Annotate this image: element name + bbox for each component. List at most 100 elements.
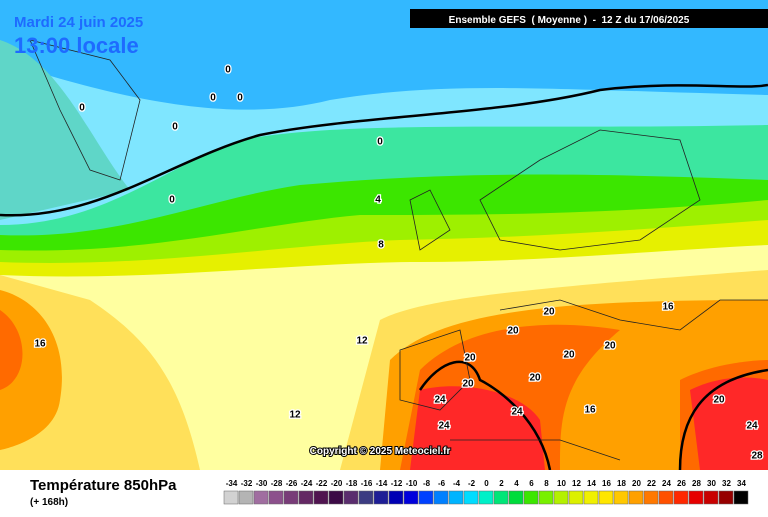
legend-label: -2 — [468, 479, 476, 488]
legend-swatch — [418, 490, 434, 505]
contour-label: 24 — [511, 407, 523, 418]
contour-label: 0 — [210, 93, 216, 104]
legend-label: -24 — [301, 479, 313, 488]
legend-swatch — [433, 490, 449, 505]
legend-label: 2 — [499, 479, 504, 488]
legend-swatch — [538, 490, 554, 505]
legend-label: 30 — [707, 479, 716, 488]
isotherm — [0, 83, 768, 217]
legend-swatch — [463, 490, 479, 505]
legend-swatch — [328, 490, 344, 505]
contour-label: 0 — [225, 65, 231, 76]
legend-label: -28 — [271, 479, 283, 488]
legend-swatch — [403, 490, 419, 505]
legend-swatch — [313, 490, 329, 505]
legend-label: -32 — [241, 479, 253, 488]
legend-swatch — [718, 490, 734, 505]
legend-swatch — [493, 490, 509, 505]
contour-label: 28 — [751, 451, 763, 462]
legend-label: 10 — [557, 479, 566, 488]
legend-swatch — [343, 490, 359, 505]
legend-label: -12 — [391, 479, 403, 488]
map — [0, 0, 768, 471]
lead-time: (+ 168h) — [30, 497, 68, 508]
legend-swatch — [268, 490, 284, 505]
legend-swatch — [613, 490, 629, 505]
contour-label: 24 — [438, 421, 450, 432]
contour-label: 20 — [713, 395, 725, 406]
band — [0, 310, 768, 470]
legend-swatch — [673, 490, 689, 505]
legend-swatch — [358, 490, 374, 505]
legend-swatch — [448, 490, 464, 505]
contour-label: 4 — [375, 195, 381, 206]
legend-swatch — [643, 490, 659, 505]
contour-label: 20 — [464, 353, 476, 364]
legend-label: -8 — [423, 479, 431, 488]
contour-label: 16 — [662, 302, 674, 313]
legend-swatch — [223, 490, 239, 505]
legend-label: 24 — [662, 479, 671, 488]
coastline — [29, 39, 768, 461]
model-info: Ensemble GEFS ( Moyenne ) - 12 Z du 17/0… — [449, 15, 690, 26]
legend: -34 -32 -30 -28 -26 -24 -22 -20 -18 -16 -14 -12 -10-… — [223, 479, 749, 505]
legend-label: 6 — [529, 479, 534, 488]
contour-label: 24 — [746, 421, 758, 432]
contour-label: 20 — [529, 373, 541, 384]
contour-label: 20 — [563, 350, 575, 361]
contour-label: 8 — [378, 240, 384, 251]
legend-label: 32 — [722, 479, 731, 488]
contour-label: 20 — [543, 307, 555, 318]
legend-swatch — [733, 490, 749, 505]
legend-swatch — [373, 490, 389, 505]
model-box — [410, 9, 768, 28]
isotherm — [418, 360, 768, 471]
legend-swatch — [583, 490, 599, 505]
legend-label: -22 — [316, 479, 328, 488]
contour-label: 16 — [584, 405, 596, 416]
legend-label: 18 — [617, 479, 626, 488]
contour-label: 16 — [34, 339, 46, 350]
contour-label: 0 — [169, 195, 175, 206]
contour-label: 0 — [237, 93, 243, 104]
legend-label: -18 — [346, 479, 358, 488]
legend-label: 26 — [677, 479, 686, 488]
legend-swatch — [508, 490, 524, 505]
legend-swatch — [523, 490, 539, 505]
time: 13:00 locale — [14, 33, 139, 58]
legend-swatch — [628, 490, 644, 505]
contour-label: 12 — [356, 336, 368, 347]
legend-label: -16 — [361, 479, 373, 488]
legend-label: 34 — [737, 479, 746, 488]
legend-label: -14 — [376, 479, 388, 488]
legend-label: 8 — [544, 479, 549, 488]
legend-label: 22 — [647, 479, 656, 488]
legend-label: 28 — [692, 479, 701, 488]
legend-label: 4 — [514, 479, 519, 488]
legend-swatch — [238, 490, 254, 505]
legend-swatch — [283, 490, 299, 505]
legend-swatch — [298, 490, 314, 505]
band — [410, 377, 768, 470]
legend-label: 14 — [587, 479, 596, 488]
legend-label: -34 — [226, 479, 238, 488]
legend-swatch — [688, 490, 704, 505]
contour-label: 0 — [377, 137, 383, 148]
legend-swatch — [568, 490, 584, 505]
legend-label: -26 — [286, 479, 298, 488]
legend-swatch — [658, 490, 674, 505]
legend-swatch — [388, 490, 404, 505]
date: Mardi 24 juin 2025 — [14, 14, 143, 31]
legend-label: -4 — [453, 479, 461, 488]
contour-label: 12 — [289, 410, 301, 421]
band — [0, 40, 130, 220]
legend-swatch — [478, 490, 494, 505]
legend-label: 20 — [632, 479, 641, 488]
legend-label: 16 — [602, 479, 611, 488]
legend-swatch — [598, 490, 614, 505]
footer-title: Température 850hPa — [30, 477, 177, 494]
legend-label: -6 — [438, 479, 446, 488]
contour-labels: 0 0 0 0 0 0 0 4 8 16 12 12 20 20 16 20 2… — [33, 63, 764, 463]
copyright: Copyright © 2025 Meteociel.fr — [310, 446, 451, 457]
